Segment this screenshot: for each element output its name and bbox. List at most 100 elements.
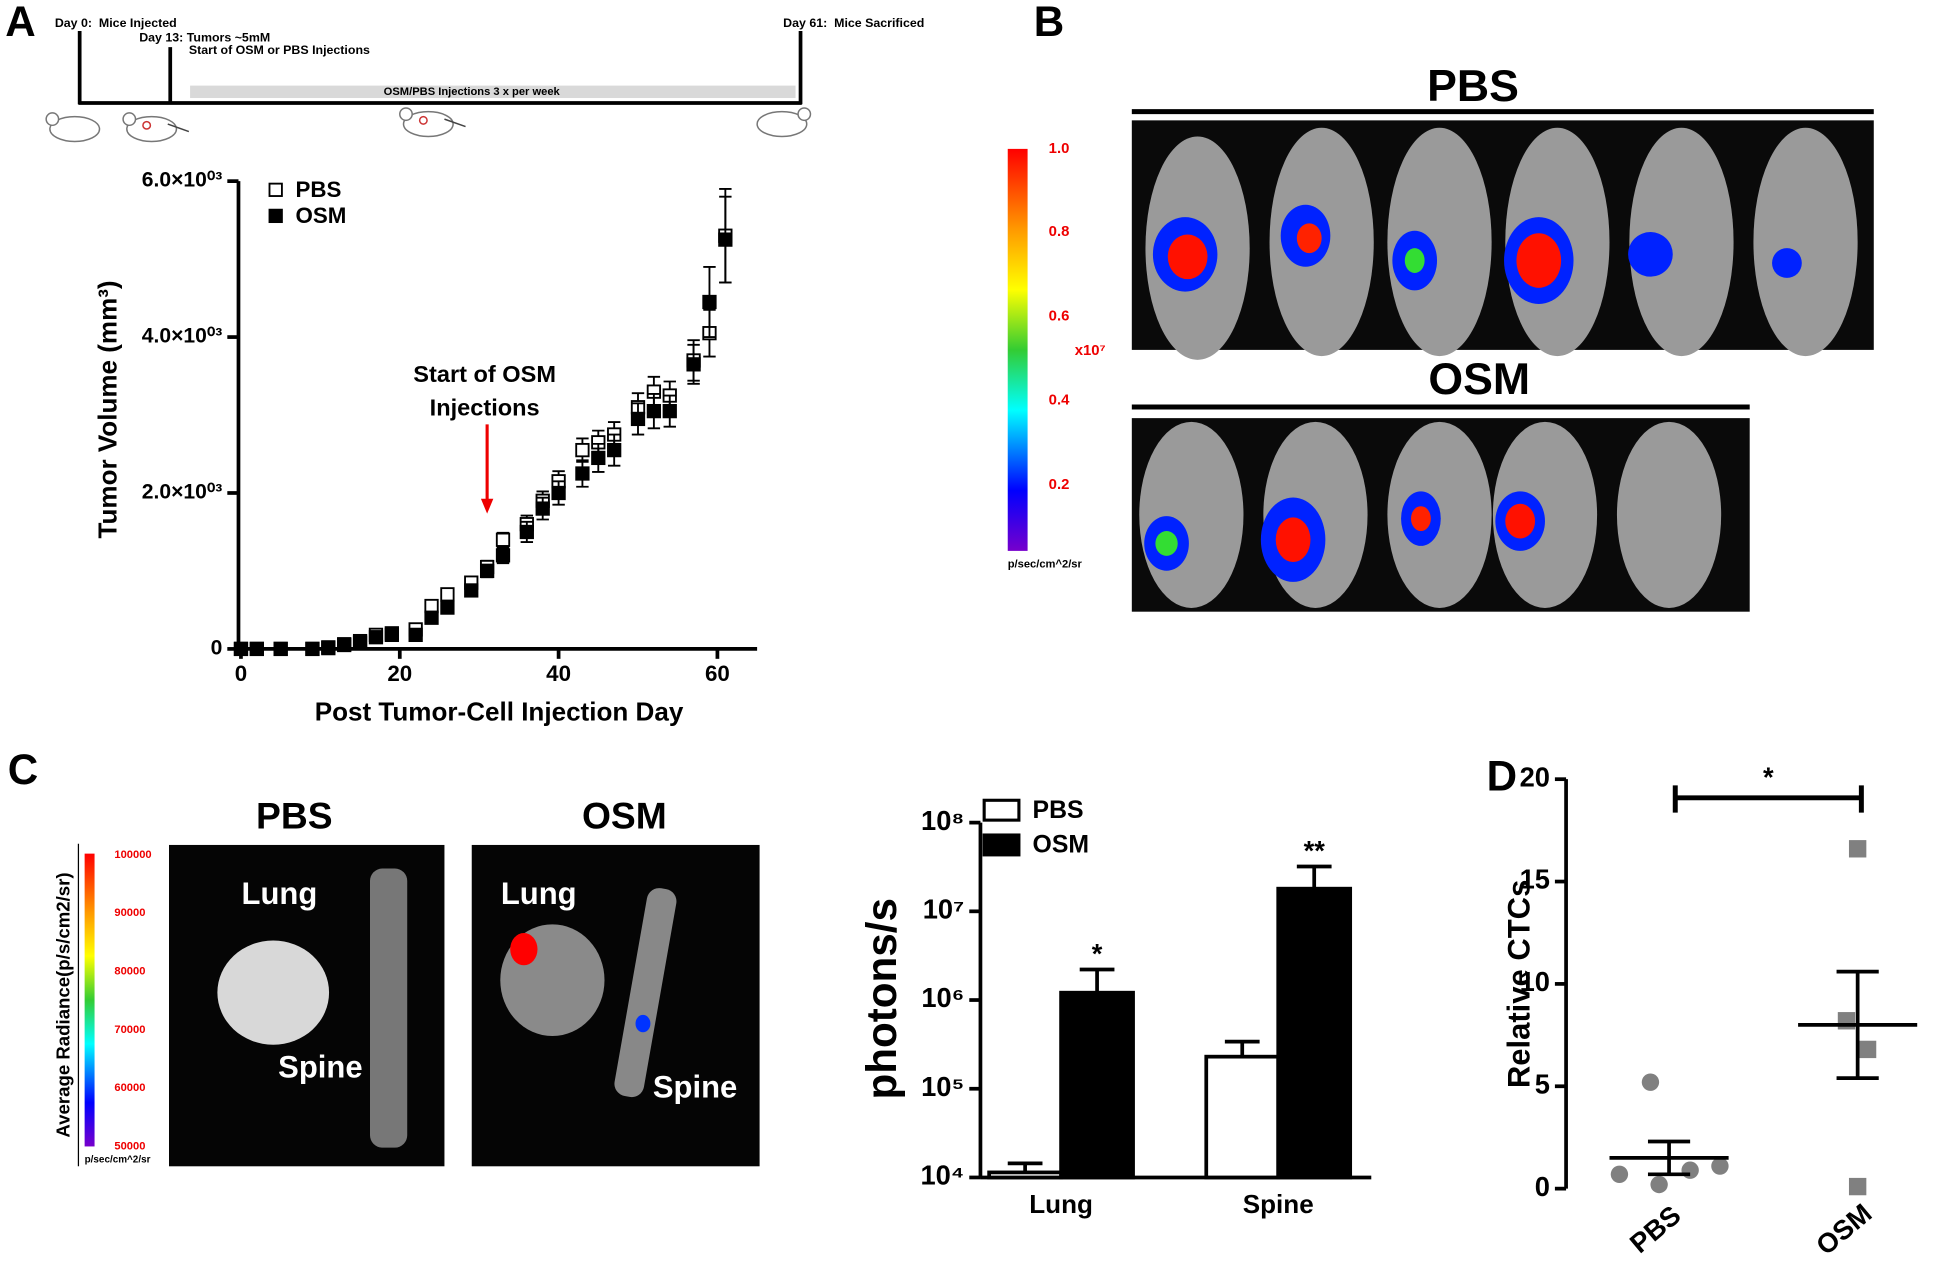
organ-label: Spine <box>278 1050 362 1085</box>
legend-label: OSM <box>296 203 347 228</box>
colorbar-tick: 0.8 <box>1049 224 1070 240</box>
timeline-event: Day 61: Mice Sacrificed <box>783 16 924 30</box>
colorbar-tick: 0.6 <box>1049 308 1070 324</box>
colorbar-units: p/sec/cm^2/sr <box>1008 558 1083 570</box>
timeline-event: Day 13: Tumors ~5mM <box>139 31 270 45</box>
timeline-bar-label: OSM/PBS Injections 3 x per week <box>384 86 561 98</box>
marker <box>352 635 368 650</box>
colorbar-tick: 80000 <box>114 965 145 977</box>
colorbar-tick: 70000 <box>114 1024 145 1036</box>
marker <box>646 403 662 419</box>
marker <box>337 637 352 653</box>
point <box>1711 1157 1729 1175</box>
panel-label: D <box>1487 752 1517 799</box>
annotation-arrowhead <box>480 498 494 514</box>
marker <box>440 587 455 602</box>
colorbar-tick: 1.0 <box>1049 141 1070 157</box>
marker <box>702 294 717 310</box>
y-tick-label: 0 <box>1535 1171 1550 1202</box>
error-bar <box>1296 864 1332 889</box>
bar <box>987 1170 1063 1180</box>
x-tick-label: Spine <box>1243 1189 1314 1219</box>
pbs-image <box>1131 120 1874 350</box>
group-title: OSM <box>1428 355 1530 404</box>
y-tick-label: 2.0×10⁰³ <box>142 481 223 504</box>
marker <box>718 232 733 247</box>
marker <box>440 600 455 615</box>
x-tick-label: 0 <box>235 661 247 686</box>
y-axis-title: photons/s <box>858 898 905 1099</box>
marker <box>591 450 606 466</box>
y-tick-label: 6.0×10⁰³ <box>142 169 223 192</box>
colorbar-scale: x10⁷ <box>1075 343 1106 359</box>
point <box>1650 1175 1668 1194</box>
legend-marker <box>982 798 1021 822</box>
colorbar-tick: 50000 <box>114 1140 145 1152</box>
annotation: Injections <box>430 395 540 421</box>
colorbar-title: Average Radiance(p/s/cm2/sr) <box>53 872 74 1137</box>
colorbar-tick: 90000 <box>114 907 145 919</box>
colorbar-tick: 0.4 <box>1049 393 1070 409</box>
timeline-event: Day 0: Mice Injected <box>55 16 177 30</box>
legend-marker <box>982 833 1021 857</box>
marker <box>575 466 590 481</box>
injection-bar <box>190 85 796 99</box>
colorbar-tick: 60000 <box>114 1082 145 1094</box>
point <box>1610 1165 1629 1183</box>
marker <box>575 442 590 458</box>
colorbar <box>1007 148 1028 551</box>
y-tick-label: 10⁸ <box>921 805 964 836</box>
timeline-event: Start of OSM or PBS Injections <box>189 43 370 57</box>
x-axis-title: Post Tumor-Cell Injection Day <box>315 696 684 726</box>
marker <box>464 583 479 598</box>
legend-label: OSM <box>1033 832 1089 859</box>
x-tick-label: 20 <box>387 661 412 686</box>
point <box>1837 1012 1856 1030</box>
marker <box>607 442 622 458</box>
marker <box>233 641 249 657</box>
significance-bar <box>1672 785 1864 813</box>
sem-bar <box>1836 969 1879 1080</box>
marker <box>273 641 288 657</box>
marker <box>686 357 701 372</box>
organs <box>217 868 677 1148</box>
error-bar <box>1079 967 1115 993</box>
marker <box>408 627 423 643</box>
y-tick-label: 10⁶ <box>921 982 964 1013</box>
bar <box>1204 1054 1281 1180</box>
group-title: PBS <box>1427 62 1519 111</box>
y-tick-label: 5 <box>1535 1068 1550 1099</box>
marker <box>249 641 264 657</box>
marker <box>424 598 439 614</box>
organ-label: Lung <box>242 876 318 911</box>
legend-label: PBS <box>1033 797 1084 824</box>
timeline <box>77 31 803 105</box>
y-tick-label: 15 <box>1520 864 1550 895</box>
y-tick-label: 20 <box>1520 761 1550 792</box>
legend-label: PBS <box>296 177 342 202</box>
panel-label: B <box>1034 0 1064 45</box>
significance: * <box>1763 761 1774 792</box>
marker <box>368 630 384 645</box>
marker <box>495 548 511 563</box>
x-tick-label: OSM <box>1810 1197 1878 1261</box>
panel-label: C <box>8 746 38 793</box>
marker <box>479 563 495 579</box>
point <box>1858 1040 1877 1059</box>
y-tick-label: 0 <box>211 636 223 659</box>
y-tick-label: 4.0×10⁰³ <box>142 325 223 348</box>
legend-marker <box>268 182 283 197</box>
group-title: OSM <box>582 795 667 837</box>
sem-bar <box>1647 1139 1691 1177</box>
marker <box>630 411 646 427</box>
marker <box>519 524 534 540</box>
marker <box>424 610 439 625</box>
y-tick-label: 10⁵ <box>921 1071 964 1102</box>
x-tick-label: Lung <box>1029 1189 1093 1219</box>
x-tick-label: 40 <box>546 661 571 686</box>
marker <box>384 627 399 643</box>
annotation: Start of OSM <box>413 361 556 387</box>
x-tick-label: 60 <box>705 661 730 686</box>
point <box>1848 840 1867 858</box>
